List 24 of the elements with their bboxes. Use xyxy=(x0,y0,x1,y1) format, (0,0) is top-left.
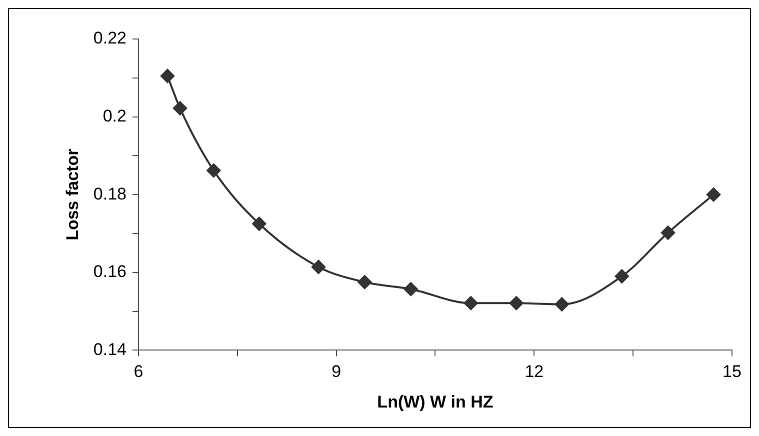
x-axis-title: Ln(W) W in HZ xyxy=(377,392,494,412)
point xyxy=(554,297,569,312)
x-tick-label: 15 xyxy=(722,362,742,382)
point xyxy=(252,216,266,231)
point xyxy=(206,163,221,178)
y-tick-label: 0.22 xyxy=(93,28,126,48)
y-tick-label: 0.18 xyxy=(93,184,126,204)
x-tick-label: 6 xyxy=(134,362,144,382)
y-tick-label: 0.2 xyxy=(102,106,126,126)
x-tick-label: 9 xyxy=(332,362,342,382)
y-axis-title: Loss factor xyxy=(62,148,82,240)
point xyxy=(160,68,175,83)
y-tick-label: 0.16 xyxy=(93,262,126,282)
point xyxy=(614,269,629,284)
point xyxy=(706,188,721,202)
point xyxy=(509,296,524,310)
y-tick-label: 0.14 xyxy=(93,340,126,359)
point xyxy=(464,296,478,310)
point xyxy=(358,275,372,290)
point xyxy=(173,101,188,116)
point xyxy=(404,282,418,296)
x-tick-label: 12 xyxy=(524,362,544,382)
point xyxy=(312,260,326,274)
point xyxy=(661,226,676,240)
